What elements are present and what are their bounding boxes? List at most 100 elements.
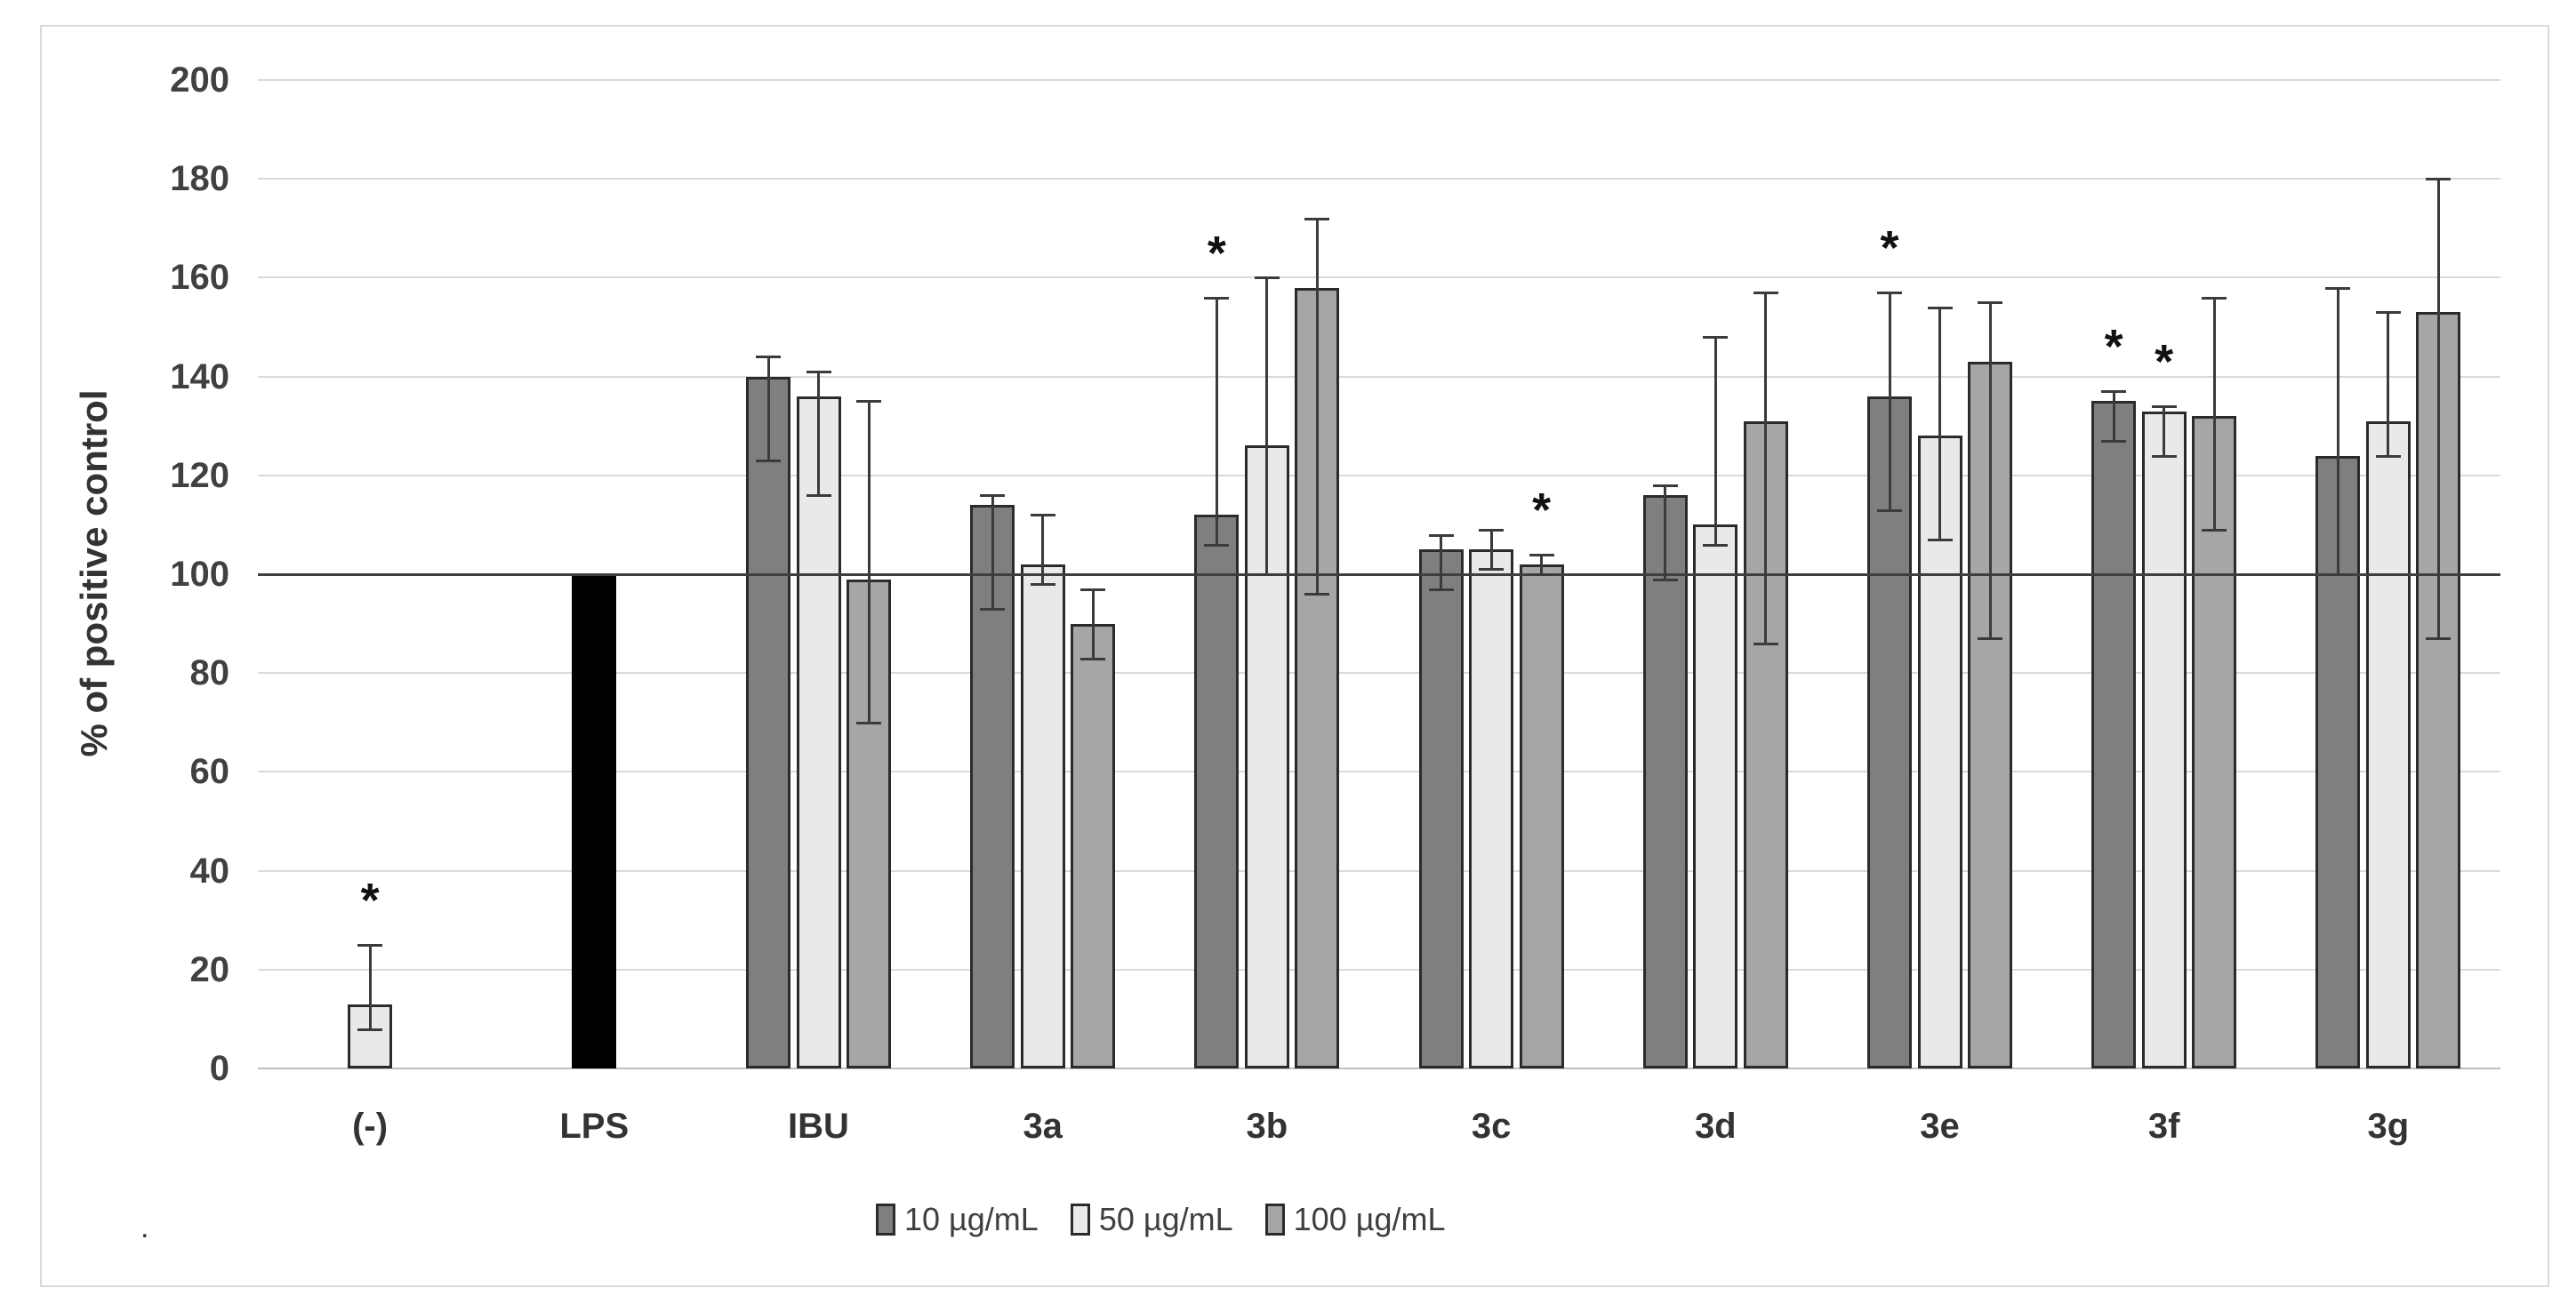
- legend-label: 50 µg/mL: [1098, 1201, 1233, 1237]
- error-bar-cap-top: [1204, 296, 1230, 300]
- error-bar-cap-top: [1703, 336, 1729, 340]
- legend-item: 50 µg/mL: [1070, 1200, 1233, 1239]
- y-tick-label: 80: [189, 653, 230, 693]
- error-bar-cap-bottom: [1927, 539, 1953, 542]
- error-bar-cap-top: [2426, 178, 2452, 181]
- error-bar-stem: [1713, 337, 1717, 545]
- error-bar-stem: [991, 495, 994, 609]
- x-category-label: 3f: [2147, 1107, 2180, 1146]
- error-bar-cap-top: [1652, 484, 1678, 487]
- error-bar-cap-top: [2325, 286, 2351, 290]
- x-category-label: 3g: [2367, 1107, 2410, 1146]
- error-bar-cap-bottom: [980, 607, 1006, 611]
- error-bar-cap-top: [806, 371, 831, 374]
- bar: [1418, 549, 1464, 1068]
- bar: [1693, 524, 1738, 1068]
- error-bar-cap-bottom: [1529, 573, 1554, 576]
- error-bar-cap-bottom: [856, 721, 881, 724]
- bar: [796, 396, 841, 1068]
- error-bar-cap-top: [1479, 528, 1505, 532]
- error-bar-stem: [1489, 529, 1493, 570]
- x-category-label: 3d: [1694, 1107, 1737, 1146]
- error-bar-cap-bottom: [2202, 528, 2227, 532]
- error-bar-cap-top: [2202, 296, 2227, 300]
- legend-label: 10 µg/mL: [904, 1201, 1039, 1237]
- x-category-label: 3b: [1246, 1107, 1288, 1146]
- reference-line-100: [258, 573, 2500, 576]
- error-bar-stem: [1988, 302, 1992, 639]
- error-bar-cap-top: [756, 356, 781, 359]
- error-bar-stem: [1938, 307, 1941, 540]
- error-bar-cap-bottom: [1753, 642, 1778, 645]
- error-bar-stem: [368, 945, 372, 1029]
- bar: [1020, 564, 1065, 1068]
- error-bar-cap-bottom: [1304, 593, 1330, 596]
- error-bar-cap-bottom: [357, 1028, 383, 1031]
- error-bar-cap-bottom: [2375, 454, 2401, 458]
- stray-period-mark: .: [140, 1211, 149, 1244]
- gridline-60: [258, 771, 2500, 773]
- gridline-80: [258, 672, 2500, 675]
- gridline-160: [258, 276, 2500, 279]
- gridline-20: [258, 968, 2500, 971]
- error-bar-stem: [1041, 515, 1045, 585]
- error-bar-stem: [1888, 292, 1891, 510]
- error-bar-stem: [2387, 312, 2390, 456]
- error-bar-stem: [1664, 484, 1667, 580]
- legend-swatch-icon: [1264, 1204, 1285, 1236]
- significance-asterisk: *: [2155, 334, 2174, 388]
- error-bar-cap-top: [357, 944, 383, 947]
- error-bar-cap-top: [1254, 276, 1280, 280]
- x-axis-line: [258, 1068, 2500, 1069]
- error-bar-cap-bottom: [1080, 657, 1106, 660]
- error-bar-cap-top: [1529, 553, 1554, 556]
- significance-asterisk: *: [1880, 221, 1899, 276]
- error-bar-cap-top: [1080, 588, 1106, 591]
- error-bar-stem: [867, 401, 871, 723]
- x-category-label: 3c: [1471, 1107, 1512, 1146]
- figure-frame: [40, 25, 2549, 1287]
- error-bar-cap-top: [1978, 301, 2002, 305]
- bar: [572, 574, 617, 1068]
- x-category-label: LPS: [559, 1107, 630, 1146]
- error-bar-stem: [1091, 588, 1095, 659]
- error-bar-cap-top: [2151, 404, 2177, 408]
- error-bar-stem: [1315, 218, 1319, 595]
- x-category-label: (-): [352, 1107, 389, 1146]
- error-bar-cap-bottom: [1204, 543, 1230, 547]
- error-bar-cap-bottom: [1030, 583, 1055, 587]
- y-tick-label: 140: [170, 356, 229, 396]
- error-bar-cap-bottom: [1978, 637, 2002, 641]
- gridline-120: [258, 474, 2500, 476]
- error-bar-cap-bottom: [2426, 637, 2452, 641]
- error-bar-cap-bottom: [1877, 508, 1902, 512]
- error-bar-cap-bottom: [1428, 588, 1454, 591]
- bar: [1917, 436, 1962, 1068]
- error-bar-cap-bottom: [2151, 454, 2177, 458]
- error-bar-cap-top: [2375, 311, 2401, 315]
- error-bar-cap-top: [1428, 533, 1454, 537]
- error-bar-cap-bottom: [1254, 573, 1280, 576]
- legend-label: 100 µg/mL: [1293, 1201, 1446, 1237]
- error-bar-stem: [2112, 391, 2115, 441]
- error-bar-stem: [1215, 297, 1218, 545]
- legend: 10 µg/mL 50 µg/mL 100 µg/mL: [876, 1200, 1446, 1239]
- bar: [1519, 564, 1564, 1068]
- error-bar-cap-bottom: [756, 460, 781, 463]
- y-tick-label: 120: [170, 455, 229, 495]
- x-category-label: IBU: [788, 1107, 849, 1146]
- error-bar-stem: [2212, 297, 2216, 530]
- y-tick-label: 180: [170, 159, 229, 199]
- y-tick-label: 20: [189, 949, 230, 989]
- significance-asterisk: *: [1207, 226, 1226, 280]
- bar: [2365, 420, 2411, 1068]
- error-bar-cap-top: [1877, 292, 1902, 295]
- y-tick-label: 40: [189, 851, 230, 891]
- error-bar-stem: [1540, 554, 1544, 574]
- error-bar-stem: [1440, 534, 1443, 589]
- error-bar-cap-top: [1304, 217, 1330, 220]
- error-bar-cap-bottom: [806, 494, 831, 498]
- gridline-180: [258, 178, 2500, 180]
- error-bar-cap-top: [2101, 390, 2127, 394]
- y-tick-label: 100: [170, 555, 229, 594]
